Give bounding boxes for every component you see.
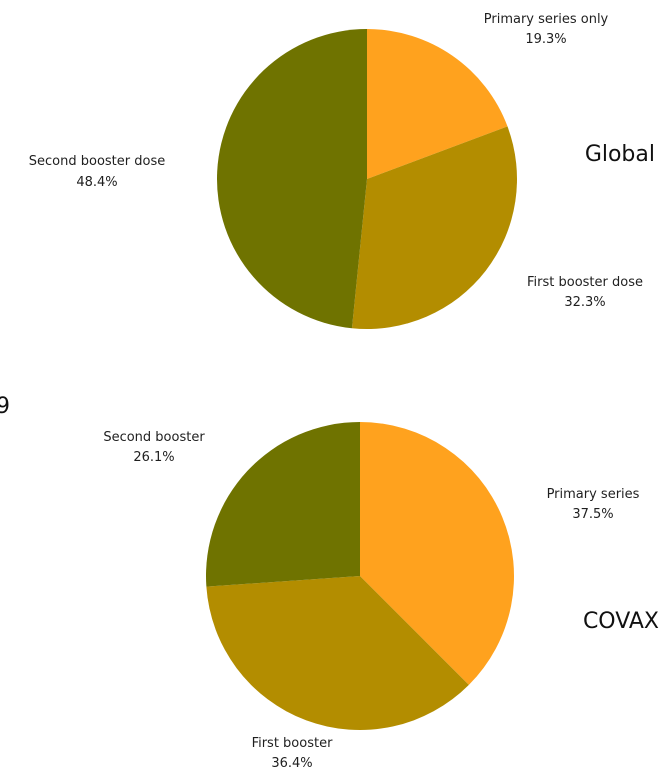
global-slice-first-booster bbox=[351, 126, 517, 329]
global-pie-chart bbox=[217, 29, 517, 329]
global-slice-second-booster bbox=[217, 29, 367, 329]
covax-label-first-booster-name: First booster bbox=[252, 736, 334, 751]
covax-label-first-booster-value: 36.4% bbox=[271, 756, 312, 771]
covax-label-primary-name: Primary series bbox=[547, 487, 640, 502]
global-chart-title: Global bbox=[585, 142, 655, 167]
covax-slice-first-booster bbox=[206, 576, 469, 730]
covax-label-second-booster-name: Second booster bbox=[103, 430, 205, 445]
covax-label-second-booster-value: 26.1% bbox=[133, 450, 174, 465]
covax-slice-second-booster bbox=[206, 422, 360, 587]
stray-text: 9 bbox=[0, 394, 10, 419]
global-label-first-booster-name: First booster dose bbox=[527, 275, 643, 290]
global-label-primary-name: Primary series only bbox=[484, 12, 609, 27]
covax-chart-title: COVAX bbox=[583, 609, 659, 634]
covax-pie-chart bbox=[206, 422, 514, 730]
global-label-second-booster-name: Second booster dose bbox=[29, 154, 165, 169]
covax-label-primary-value: 37.5% bbox=[572, 507, 613, 522]
global-label-second-booster-value: 48.4% bbox=[76, 175, 117, 190]
global-slice-primary-series bbox=[367, 29, 508, 179]
covax-slice-primary-series bbox=[360, 422, 514, 685]
global-label-first-booster-value: 32.3% bbox=[564, 295, 605, 310]
global-label-primary-value: 19.3% bbox=[525, 32, 566, 47]
